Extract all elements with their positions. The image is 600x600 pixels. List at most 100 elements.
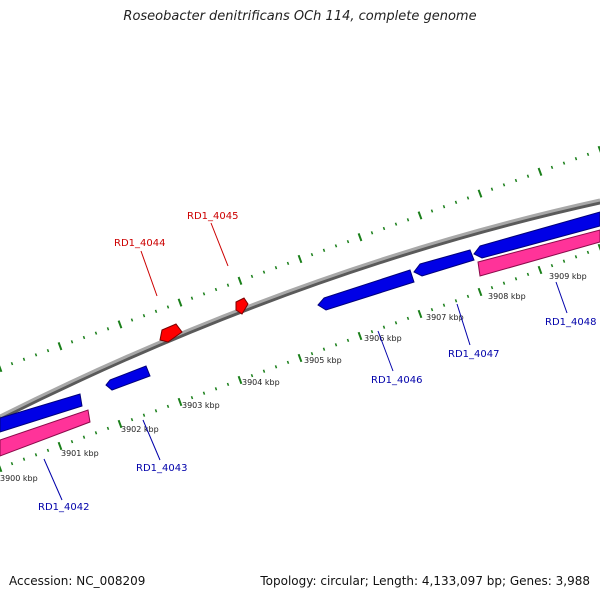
tick-mark bbox=[550, 263, 554, 268]
gene-label-rd1-4045[interactable]: RD1_4045 bbox=[187, 211, 238, 222]
tick-mark bbox=[34, 353, 38, 357]
gene-label-rd1-4048[interactable]: RD1_4048 bbox=[545, 317, 596, 328]
gene-label-rd1-4044[interactable]: RD1_4044 bbox=[114, 238, 165, 249]
genome-summary-text: Topology: circular; Length: 4,133,097 bp… bbox=[260, 574, 590, 588]
cds-block[interactable] bbox=[235, 297, 249, 315]
callout-line bbox=[43, 458, 63, 501]
tick-mark bbox=[310, 252, 314, 257]
tick-mark bbox=[477, 287, 483, 297]
tick-mark bbox=[130, 417, 134, 422]
tick-mark bbox=[0, 465, 3, 473]
tick-mark bbox=[82, 435, 86, 439]
tick-mark bbox=[394, 321, 398, 325]
tick-mark bbox=[250, 274, 254, 279]
tick-mark bbox=[10, 361, 14, 366]
tick-mark bbox=[177, 397, 183, 407]
tick-mark bbox=[154, 409, 158, 413]
cds-block[interactable] bbox=[317, 269, 415, 311]
callout-line bbox=[142, 419, 161, 461]
tick-mark bbox=[34, 453, 38, 457]
tick-mark bbox=[477, 189, 483, 198]
feature-block[interactable] bbox=[477, 229, 600, 277]
tick-mark bbox=[166, 305, 170, 309]
tick-mark bbox=[490, 285, 494, 290]
gene-label-rd1-4046[interactable]: RD1_4046 bbox=[371, 375, 422, 386]
tick-mark bbox=[0, 365, 3, 373]
tick-mark bbox=[237, 276, 243, 285]
tick-mark bbox=[334, 343, 338, 347]
cds-block[interactable] bbox=[473, 211, 600, 259]
kbp-label: 3900 kbp bbox=[0, 474, 38, 483]
tick-mark bbox=[177, 298, 183, 307]
feature-block[interactable] bbox=[0, 409, 91, 457]
tick-mark bbox=[226, 283, 230, 287]
tick-mark bbox=[214, 387, 218, 391]
tick-mark bbox=[46, 348, 50, 353]
cds-block[interactable] bbox=[0, 393, 83, 433]
tick-mark bbox=[586, 250, 590, 255]
tick-mark bbox=[406, 218, 410, 222]
kbp-label: 3906 kbp bbox=[364, 334, 402, 343]
gene-callouts bbox=[43, 222, 568, 501]
tick-mark bbox=[166, 404, 170, 409]
tick-mark bbox=[154, 309, 158, 313]
tick-mark bbox=[214, 287, 218, 292]
tick-mark bbox=[190, 296, 194, 300]
tick-mark bbox=[297, 353, 303, 363]
accession-text: Accession: NC_008209 bbox=[9, 574, 146, 588]
kbp-label: 3907 kbp bbox=[426, 313, 464, 322]
tick-mark bbox=[442, 303, 446, 307]
tick-mark bbox=[502, 281, 506, 285]
kbp-label: 3901 kbp bbox=[61, 449, 99, 458]
kbp-label: 3905 kbp bbox=[304, 356, 342, 365]
tick-mark bbox=[94, 331, 98, 335]
tick-mark bbox=[382, 325, 386, 329]
tick-mark bbox=[406, 316, 410, 321]
cds-block[interactable] bbox=[159, 323, 183, 343]
forward-cds-track bbox=[159, 297, 249, 343]
tick-mark bbox=[70, 340, 74, 344]
callout-line bbox=[555, 281, 568, 314]
tick-mark bbox=[417, 309, 423, 319]
tick-mark bbox=[454, 200, 458, 204]
cds-block[interactable] bbox=[105, 365, 151, 391]
tick-mark bbox=[586, 152, 590, 157]
kbp-label: 3904 kbp bbox=[242, 378, 280, 387]
tick-mark bbox=[597, 145, 600, 153]
tick-mark bbox=[57, 342, 63, 351]
gene-label-rd1-4047[interactable]: RD1_4047 bbox=[448, 349, 499, 360]
kbp-label: 3909 kbp bbox=[549, 272, 587, 281]
tick-mark bbox=[574, 157, 578, 161]
tick-mark bbox=[526, 272, 530, 277]
tick-mark bbox=[322, 347, 326, 351]
tick-mark bbox=[442, 205, 446, 209]
callout-line bbox=[456, 303, 471, 346]
tick-mark bbox=[106, 327, 110, 331]
backbone bbox=[0, 198, 600, 418]
tick-mark bbox=[142, 314, 146, 318]
tick-mark bbox=[117, 320, 123, 329]
tick-mark bbox=[382, 226, 386, 231]
tick-mark bbox=[202, 391, 206, 395]
tick-mark bbox=[226, 382, 230, 387]
gene-label-rd1-4042[interactable]: RD1_4042 bbox=[38, 502, 89, 513]
tick-mark bbox=[94, 431, 98, 435]
cds-block[interactable] bbox=[413, 249, 475, 277]
kbp-label: 3903 kbp bbox=[182, 401, 220, 410]
tick-mark bbox=[130, 318, 134, 322]
tick-mark bbox=[357, 331, 363, 341]
tick-mark bbox=[237, 375, 243, 385]
tick-mark bbox=[22, 357, 26, 361]
kbp-label: 3902 kbp bbox=[121, 425, 159, 434]
reverse-feature-track bbox=[0, 229, 600, 457]
backbone-shadow bbox=[0, 199, 600, 421]
tick-mark bbox=[310, 351, 314, 356]
tick-mark bbox=[82, 335, 86, 340]
kbp-label: 3908 kbp bbox=[488, 292, 526, 301]
gene-label-rd1-4043[interactable]: RD1_4043 bbox=[136, 463, 187, 474]
tick-mark bbox=[262, 369, 266, 373]
tick-mark bbox=[202, 292, 206, 296]
tick-mark bbox=[550, 165, 554, 170]
gene-labels: RD1_4042 RD1_4043 RD1_4044 RD1_4045 RD1_… bbox=[38, 211, 596, 513]
